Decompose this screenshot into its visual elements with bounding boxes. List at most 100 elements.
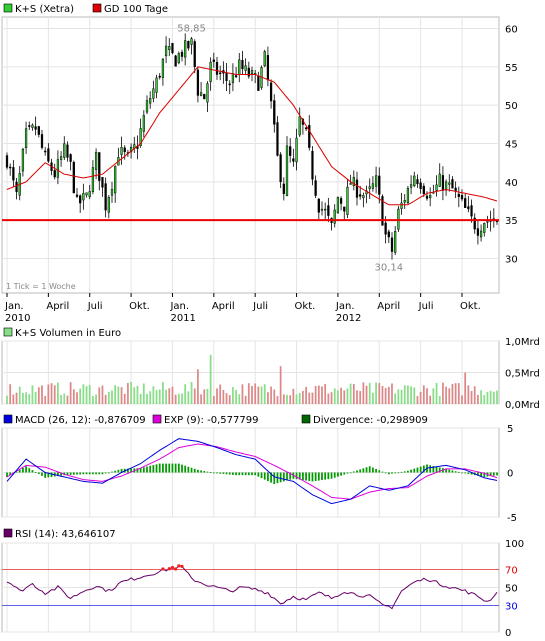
volume-bar bbox=[464, 372, 467, 404]
volume-bar bbox=[225, 393, 228, 404]
candle-body bbox=[479, 230, 483, 238]
divergence-bar bbox=[445, 468, 447, 473]
volume-bar bbox=[413, 387, 416, 404]
rsi-y-axis: 100 70 50 30 0 bbox=[505, 539, 524, 639]
divergence-bar bbox=[107, 472, 110, 474]
candle-body bbox=[390, 237, 394, 252]
divergence-bar bbox=[44, 472, 47, 478]
volume-bar bbox=[365, 385, 368, 404]
volume-bar bbox=[130, 381, 132, 404]
volume-bar bbox=[53, 385, 56, 404]
volume-bar bbox=[50, 383, 53, 404]
volume-bar bbox=[410, 386, 412, 404]
volume-title: K+S Volumen in Euro bbox=[15, 328, 121, 339]
volume-bar bbox=[352, 384, 355, 404]
candle-body bbox=[225, 73, 228, 81]
volume-bar bbox=[263, 384, 266, 404]
divergence-bar bbox=[356, 470, 358, 473]
price-panel: K+S (Xetra) GD 100 Tage 30 35 40 45 50 55 60 5… bbox=[1, 3, 518, 324]
divergence-bar bbox=[92, 472, 94, 475]
candle-body bbox=[444, 181, 448, 191]
candle-body bbox=[69, 154, 72, 162]
divergence-bar bbox=[432, 465, 435, 473]
divergence-bar bbox=[429, 465, 432, 473]
candle-body bbox=[276, 122, 279, 156]
volume-bar bbox=[416, 396, 419, 404]
candle-body bbox=[59, 156, 63, 160]
volume-bar bbox=[222, 389, 225, 404]
candle-body bbox=[368, 186, 371, 189]
volume-bar bbox=[209, 354, 212, 404]
divergence-bar bbox=[413, 468, 416, 473]
candle-body bbox=[451, 179, 454, 189]
divergence-bar bbox=[407, 470, 409, 473]
divergence-bar bbox=[359, 469, 362, 473]
volume-bar bbox=[324, 383, 327, 404]
candle-body bbox=[371, 183, 375, 189]
volume-bar bbox=[397, 389, 400, 404]
divergence-bar bbox=[206, 471, 209, 473]
volume-bar bbox=[461, 395, 463, 404]
divergence-bar bbox=[37, 472, 40, 474]
divergence-bar bbox=[225, 472, 228, 475]
divergence-bar bbox=[260, 472, 263, 479]
divergence-bar bbox=[403, 471, 406, 473]
divergence-bar bbox=[438, 467, 441, 473]
volume-bar bbox=[451, 383, 454, 404]
candle-body bbox=[190, 38, 193, 45]
legend-swatch-macd bbox=[3, 414, 13, 424]
volume-bar bbox=[314, 385, 317, 404]
divergence-bar bbox=[98, 472, 101, 475]
divergence-bar bbox=[72, 472, 75, 475]
rsi-y-tick-100: 100 bbox=[505, 539, 524, 550]
volume-bar bbox=[457, 383, 460, 404]
candle-body bbox=[44, 150, 47, 153]
volume-bar bbox=[317, 385, 320, 404]
volume-bar bbox=[308, 392, 311, 404]
volume-bar bbox=[477, 394, 479, 404]
candle-body bbox=[145, 100, 149, 113]
candle-body bbox=[94, 152, 98, 170]
volume-bar bbox=[88, 384, 91, 404]
divergence-bar bbox=[181, 464, 183, 473]
candle-body bbox=[266, 55, 270, 81]
volume-bar bbox=[216, 388, 218, 404]
divergence-bar bbox=[76, 472, 78, 475]
volume-bar bbox=[72, 389, 75, 404]
volume-bar bbox=[82, 384, 85, 404]
volume-bar bbox=[295, 394, 298, 404]
price-grid bbox=[2, 17, 499, 293]
volume-bar bbox=[470, 390, 473, 404]
volume-bar bbox=[28, 394, 31, 404]
divergence-bar bbox=[391, 472, 393, 474]
x-tick-10: Juli bbox=[418, 301, 434, 312]
divergence-bar bbox=[302, 472, 304, 481]
volume-bar bbox=[260, 386, 263, 404]
divergence-bar bbox=[168, 463, 171, 473]
divergence-bar bbox=[57, 472, 59, 477]
divergence-bar bbox=[457, 471, 460, 473]
volume-bar bbox=[302, 391, 304, 404]
divergence-bar bbox=[174, 463, 177, 473]
candle-body bbox=[187, 41, 190, 49]
candle-body bbox=[269, 82, 273, 102]
divergence-bar bbox=[372, 467, 374, 473]
divergence-bar bbox=[308, 472, 311, 481]
divergence-bar bbox=[212, 472, 215, 474]
volume-bar bbox=[133, 387, 136, 404]
candle-body bbox=[429, 195, 432, 199]
x-tick-7: Okt. bbox=[295, 301, 316, 312]
divergence-bar bbox=[235, 472, 237, 476]
divergence-bar bbox=[177, 463, 180, 473]
volume-bar bbox=[57, 382, 59, 404]
candle-body bbox=[425, 195, 429, 199]
volume-bar bbox=[375, 382, 377, 404]
divergence-bar bbox=[162, 463, 164, 473]
divergence-bar bbox=[352, 471, 355, 473]
legend-swatch-volume bbox=[3, 327, 13, 337]
candle-body bbox=[212, 59, 215, 62]
volume-bar bbox=[235, 389, 237, 404]
candle-body bbox=[304, 127, 308, 130]
divergence-bar bbox=[31, 470, 34, 473]
